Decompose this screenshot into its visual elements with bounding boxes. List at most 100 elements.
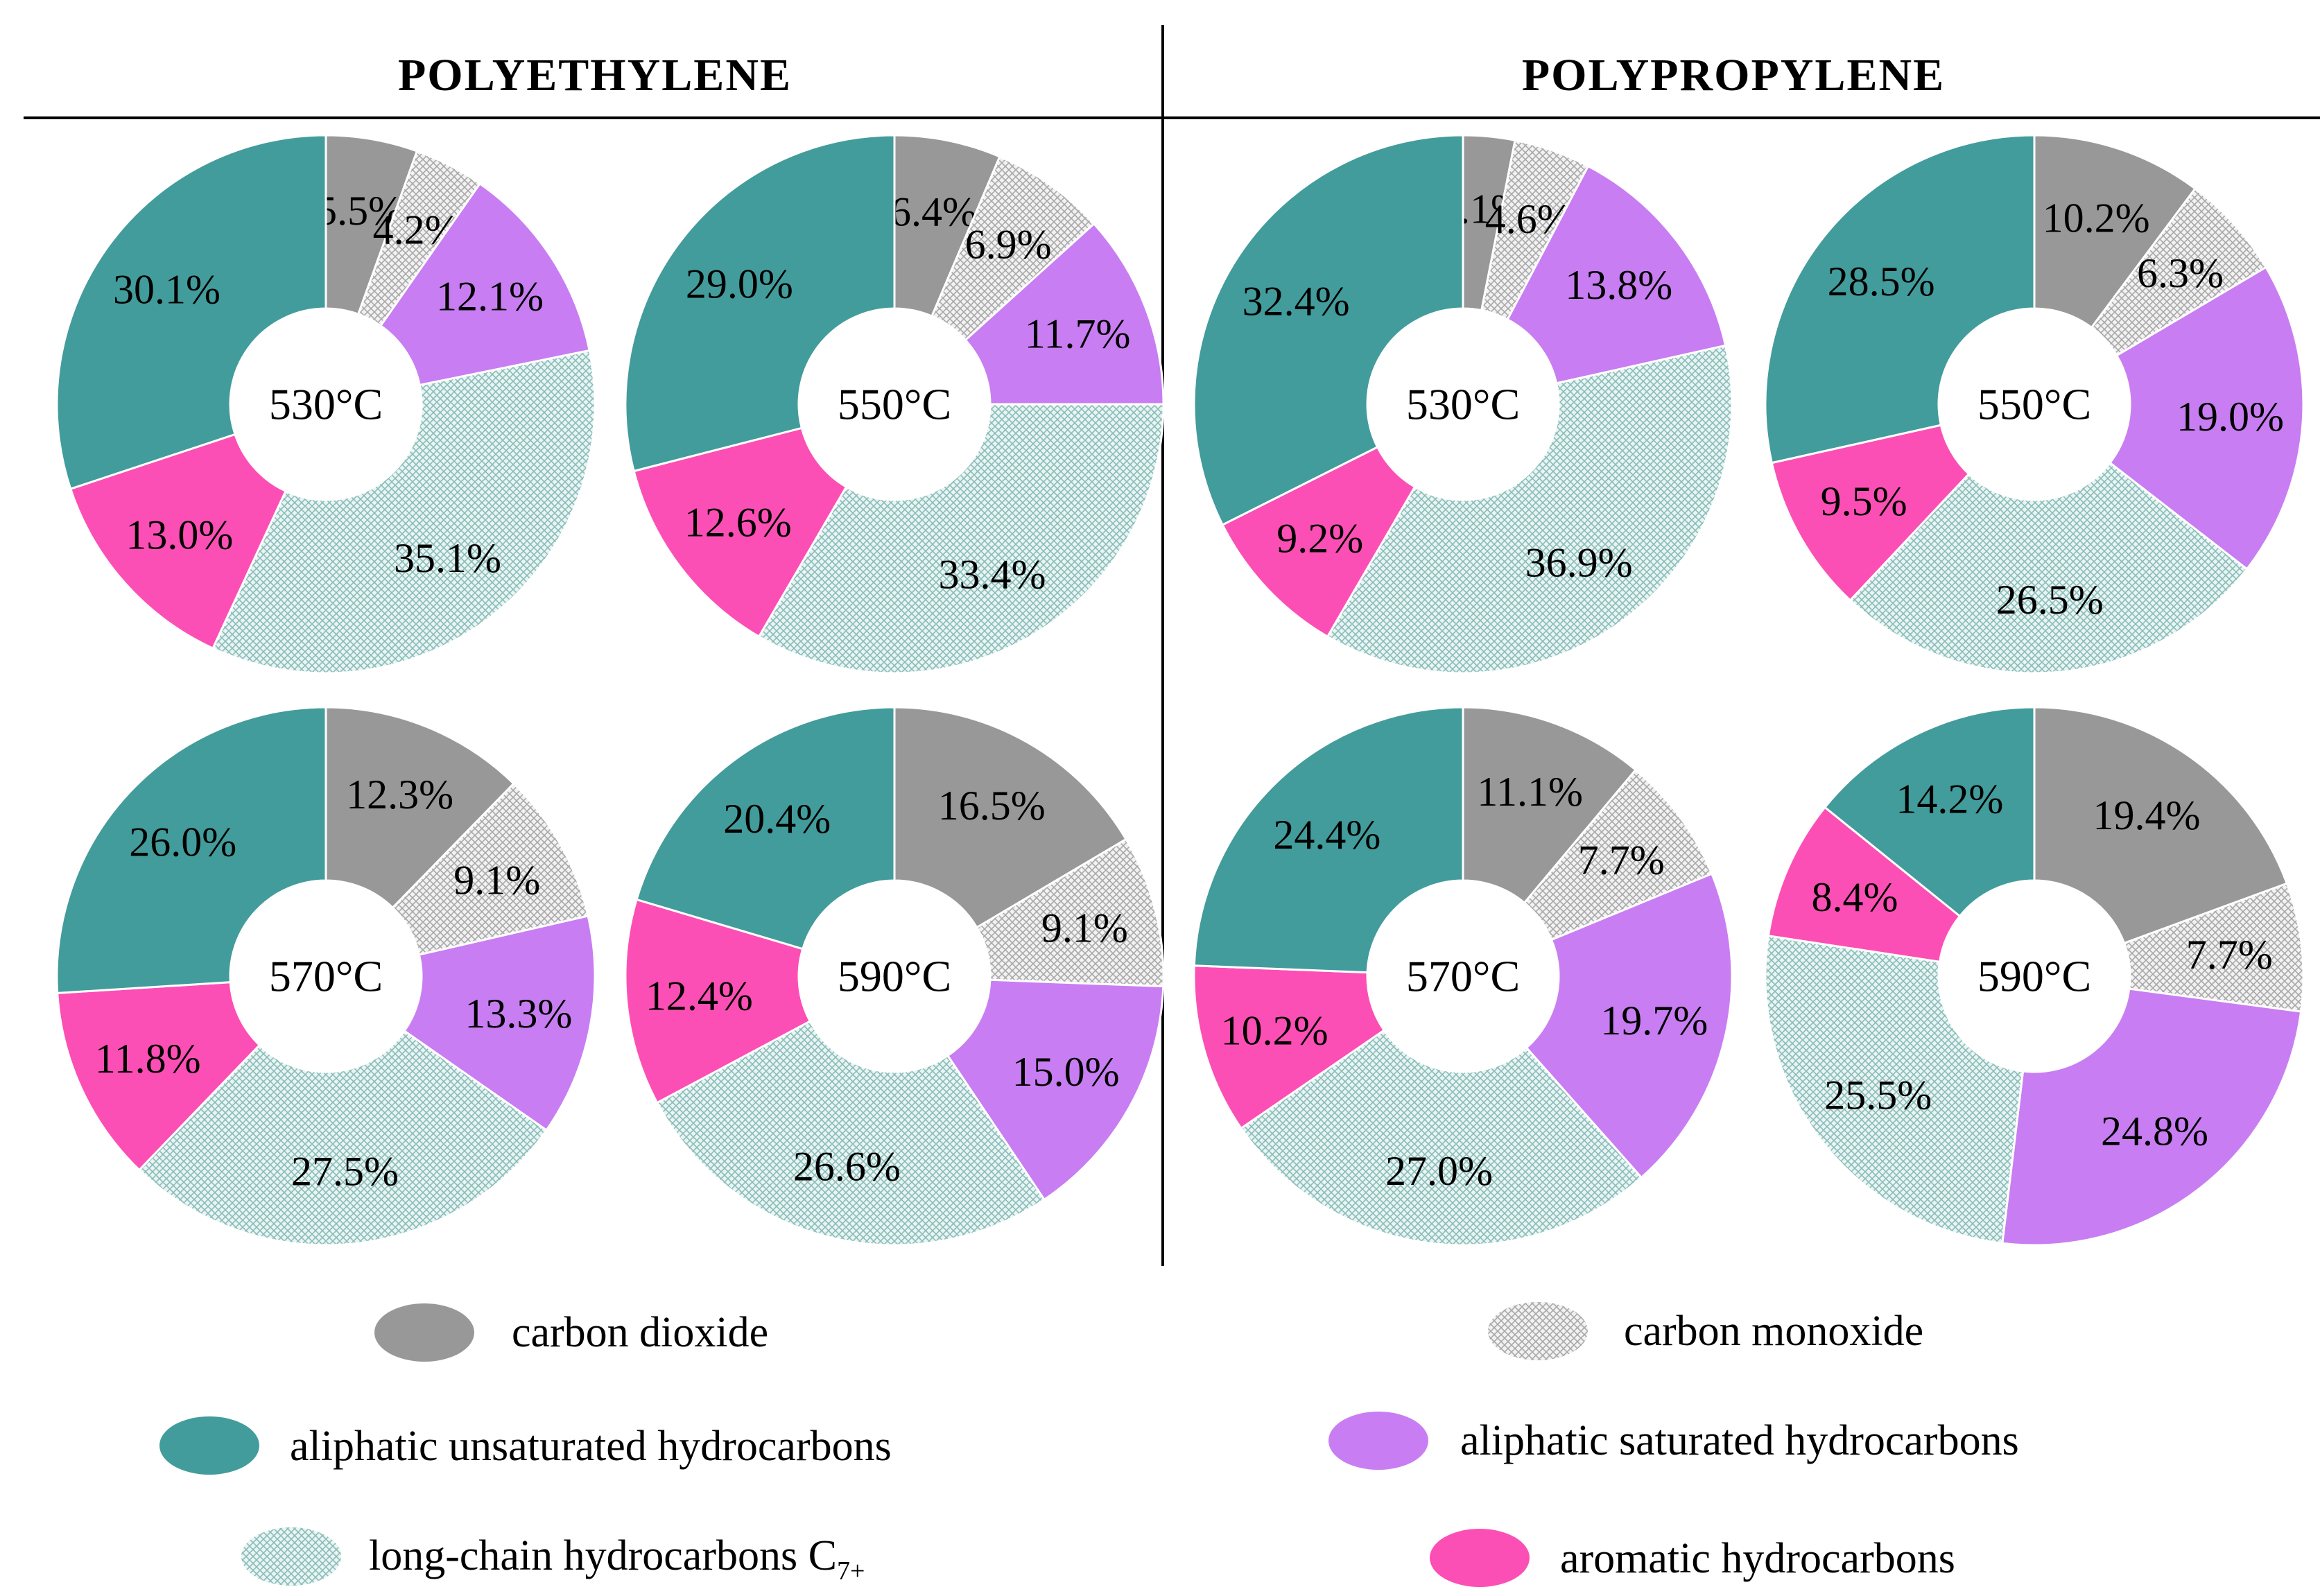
legend-swatch-aliphatic-saturated [1328, 1412, 1428, 1470]
slice-label-co2: 19.4% [2093, 792, 2201, 838]
slice-label-long: 26.5% [1996, 577, 2104, 623]
slice-arom [69, 433, 288, 650]
slice-label-long: 35.1% [394, 535, 501, 581]
legend-swatch-carbon-dioxide [374, 1303, 474, 1362]
panel-title-polyethylene: POLYETHYLENE [398, 50, 792, 101]
slice-label-co2: 16.5% [938, 783, 1046, 829]
slice-long [1849, 461, 2249, 675]
legend-item-carbon-monoxide: carbon monoxide [1488, 1302, 1923, 1360]
slice-sat [1525, 872, 1733, 1179]
slice-arom [56, 981, 261, 1172]
slice-sat [946, 978, 1165, 1202]
slice-label-sat: 11.7% [1025, 311, 1131, 356]
donut-polypropylene-550: 10.2% 6.3% 19.0% 26.5% 9.5% 28.5% 550°C [1764, 134, 2305, 675]
legend-swatch-long-chain [241, 1527, 341, 1586]
slice-sat [1506, 164, 1727, 385]
slice-label-co2: 10.2% [2043, 195, 2150, 241]
donut-polyethylene-530: 5.5%4.2%12.1%35.1%13.0%30.1%530°C [55, 134, 596, 675]
slice-label-co: 9.1% [453, 857, 540, 903]
slice-label-arom: 10.2% [1221, 1007, 1328, 1053]
slice-label-sat: 13.8% [1565, 262, 1672, 308]
slice-label-co: 9.1% [1041, 905, 1128, 951]
legend-item-carbon-dioxide: carbon dioxide [374, 1303, 768, 1362]
slice-co [2122, 882, 2305, 1013]
slice-label-co: 7.7% [1578, 838, 1665, 883]
donut-center-temperature: 550°C [1977, 380, 2091, 429]
slice-label-long: 26.6% [793, 1144, 901, 1190]
legend-label-aliphatic-saturated: aliphatic saturated hydrocarbons [1460, 1417, 2019, 1464]
slice-arom [1770, 424, 1971, 602]
slice-label-co: 7.7% [2186, 932, 2273, 978]
slice-unsat [1193, 134, 1464, 526]
slice-label-co: 6.9% [965, 221, 1052, 267]
donut-center-temperature: 550°C [838, 380, 951, 429]
slice-label-long: 36.9% [1525, 539, 1633, 585]
slice-label-arom: 9.2% [1276, 516, 1363, 562]
slice-label-sat: 13.3% [465, 991, 572, 1036]
slice-label-co2: 5.5% [316, 188, 403, 234]
slice-label-unsat: 20.4% [723, 796, 831, 842]
slice-label-sat: 24.8% [2101, 1109, 2208, 1154]
slice-label-arom: 8.4% [1811, 874, 1898, 920]
slice-sat [2001, 987, 2303, 1247]
slice-co [391, 782, 589, 956]
donut-center-temperature: 570°C [1406, 952, 1520, 1001]
slice-label-sat: 12.1% [436, 274, 544, 320]
slice-co [975, 838, 1165, 988]
slice-long [655, 1019, 1046, 1247]
slice-long [211, 349, 596, 675]
donut-center-temperature: 570°C [269, 952, 383, 1001]
slice-co2 [324, 706, 516, 910]
slice-label-co2: 6.4% [890, 189, 977, 235]
slice-label-co2: 11.1% [1477, 769, 1583, 815]
slice-co2 [2033, 706, 2289, 945]
legend-swatch-carbon-monoxide [1488, 1302, 1588, 1360]
legend-label-long-chain-text: long-chain hydrocarbons C [369, 1532, 837, 1579]
legend-label-aliphatic-unsaturated: aliphatic unsaturated hydrocarbons [290, 1423, 892, 1470]
donut-polypropylene-530: 3.1%4.6%13.8%36.9%9.2%32.4%530°C [1193, 134, 1733, 675]
slice-arom [632, 426, 848, 639]
legend-item-long-chain: long-chain hydrocarbons C7+ [241, 1527, 865, 1586]
slice-long [1239, 1028, 1643, 1247]
slice-arom [624, 898, 812, 1104]
slice-unsat [55, 134, 327, 491]
donut-center-temperature: 530°C [1406, 380, 1520, 429]
legend-label-long-chain-subscript: 7+ [837, 1556, 865, 1586]
legend-swatch-aromatic [1430, 1529, 1530, 1587]
legend-label-aromatic: aromatic hydrocarbons [1560, 1535, 1955, 1582]
slice-arom [1767, 806, 1962, 963]
slice-label-long: 25.5% [1824, 1072, 1932, 1118]
slice-label-co: 6.3% [2137, 250, 2224, 296]
legend: carbon dioxide carbon monoxide aliphatic… [159, 1302, 2019, 1587]
slice-unsat [1193, 706, 1464, 974]
slice-label-sat: 15.0% [1012, 1049, 1120, 1095]
legend-item-aliphatic-saturated: aliphatic saturated hydrocarbons [1328, 1412, 2019, 1470]
slice-label-unsat: 24.4% [1273, 812, 1380, 858]
donut-polyethylene-550: 6.4%6.9% 11.7% 33.4% 12.6% 29.0% 550°C [624, 134, 1165, 675]
slice-long [137, 1029, 548, 1247]
donut-polyethylene-570: 12.3%9.1% 13.3% 27.5% 11.8% 26.0% 570°C [55, 706, 596, 1247]
legend-label-carbon-dioxide: carbon dioxide [512, 1309, 768, 1356]
donut-polypropylene-570: 11.1% 7.7% 19.7% 27.0% 10.2% 24.4% 570°C [1193, 706, 1733, 1247]
slice-label-unsat: 29.0% [686, 261, 793, 307]
slice-long [1764, 935, 2025, 1244]
slice-co [1523, 768, 1713, 942]
slice-label-arom: 12.4% [646, 973, 753, 1018]
slice-co2 [2033, 134, 2197, 329]
donut-polypropylene-590: 19.4% 7.7% 24.8% 25.5% 8.4% 14.2% 590°C [1764, 706, 2305, 1247]
legend-item-aromatic: aromatic hydrocarbons [1430, 1529, 1955, 1587]
slice-label-arom: 11.8% [95, 1036, 201, 1082]
slice-label-arom: 12.6% [684, 500, 792, 546]
slice-sat [379, 182, 591, 387]
slice-unsat [1823, 706, 2036, 918]
donut-polyethylene-590: 16.5% 9.1% 15.0% 26.6% 12.4% 20.4% 590°C [624, 706, 1165, 1247]
slice-co2 [1462, 706, 1638, 905]
slice-long [1326, 344, 1733, 675]
slice-label-arom: 13.0% [125, 512, 233, 557]
slice-arom [1221, 445, 1417, 639]
legend-item-aliphatic-unsaturated: aliphatic unsaturated hydrocarbons [159, 1416, 892, 1475]
slice-arom [1193, 964, 1386, 1130]
slice-label-sat: 19.7% [1600, 998, 1708, 1043]
donut-center-temperature: 590°C [838, 952, 951, 1001]
slice-label-long: 27.0% [1385, 1148, 1493, 1194]
